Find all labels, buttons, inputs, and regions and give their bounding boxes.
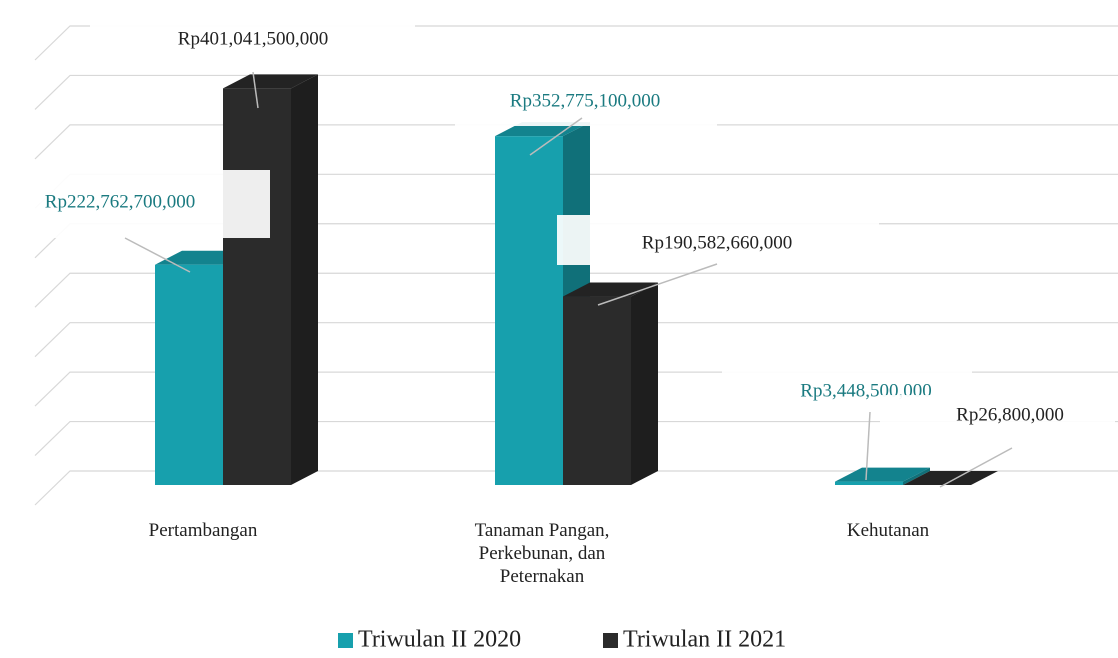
bar xyxy=(903,470,998,485)
bar-top xyxy=(903,470,998,485)
x-tick-label: Pertambangan xyxy=(148,520,258,541)
bar-front xyxy=(835,481,903,485)
leader-line xyxy=(865,411,871,481)
value-label: Rp26,800,000 xyxy=(956,404,1064,425)
leader-line xyxy=(124,237,191,273)
label-box xyxy=(557,215,879,265)
legend-swatch xyxy=(338,633,353,648)
bar xyxy=(835,467,930,485)
leader-line xyxy=(939,447,1013,488)
bar xyxy=(563,282,658,485)
bar-top xyxy=(223,74,318,89)
grid-line xyxy=(34,74,1118,110)
label-box xyxy=(455,78,717,126)
grid-line xyxy=(34,470,1118,506)
bar-side xyxy=(903,467,930,485)
label-box xyxy=(880,395,1115,440)
bar-side xyxy=(631,282,658,485)
bar-side xyxy=(971,470,998,485)
bar-top xyxy=(835,467,930,482)
bar-front xyxy=(155,264,223,485)
grid-line xyxy=(34,322,1118,358)
leader-line xyxy=(529,117,583,156)
value-label: Rp352,775,100,000 xyxy=(510,90,660,111)
grid-line xyxy=(34,420,1118,456)
label-box xyxy=(15,170,270,238)
grid-line xyxy=(34,124,1118,160)
bar-front xyxy=(223,88,291,485)
label-box xyxy=(90,5,415,72)
bar-front xyxy=(495,136,563,485)
value-label: Rp401,041,500,000 xyxy=(178,28,328,49)
x-tick-label: Kehutanan xyxy=(846,520,930,541)
legend-label: Triwulan II 2020 xyxy=(358,627,521,653)
value-label: Rp222,762,700,000 xyxy=(45,191,195,212)
legend-label: Triwulan II 2021 xyxy=(623,627,786,653)
leader-line xyxy=(597,263,718,306)
bar xyxy=(223,74,318,485)
bar-front xyxy=(563,296,631,485)
leader-line xyxy=(252,71,259,109)
bar-side xyxy=(291,74,318,485)
x-tick-label: Tanaman Pangan, Perkebunan, dan Peternak… xyxy=(474,520,610,587)
value-label: Rp190,582,660,000 xyxy=(642,232,792,253)
grid-line xyxy=(34,25,1118,61)
legend-swatch xyxy=(603,633,618,648)
grid-line xyxy=(34,272,1118,308)
